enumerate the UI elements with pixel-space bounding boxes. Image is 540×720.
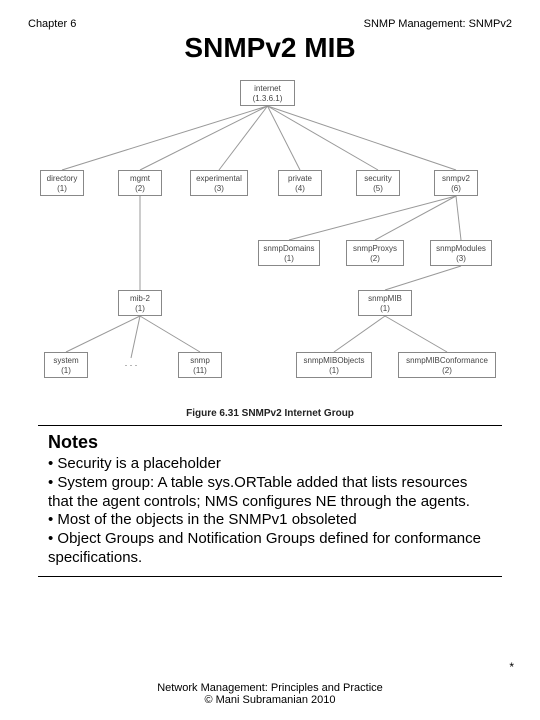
divider-bottom [38, 576, 502, 577]
note-item: • Most of the objects in the SNMPv1 obso… [48, 511, 492, 530]
notes-heading: Notes [48, 432, 492, 453]
tree-diagram: internet(1.3.6.1) directory(1) mgmt(2) expe… [38, 72, 502, 402]
footer-line2: © Mani Subramanian 2010 [0, 694, 540, 706]
notes-block: Notes • Security is a placeholder• Syste… [48, 432, 492, 568]
figure-caption: Figure 6.31 SNMPv2 Internet Group [28, 408, 512, 419]
node-snmpModules: snmpModules(3) [430, 240, 492, 266]
node-mgmt: mgmt(2) [118, 170, 162, 196]
header-right: SNMP Management: SNMPv2 [364, 18, 512, 30]
note-item: • System group: A table sys.ORTable adde… [48, 474, 492, 512]
node-snmpMIBConf: snmpMIBConformance(2) [398, 352, 496, 378]
node-directory: directory(1) [40, 170, 84, 196]
node-snmpProxys: snmpProxys(2) [346, 240, 404, 266]
chapter-label: Chapter 6 [28, 18, 76, 30]
node-security: security(5) [356, 170, 400, 196]
asterisk: * [509, 660, 514, 674]
node-snmpMIBObj: snmpMIBObjects(1) [296, 352, 372, 378]
notes-list: • Security is a placeholder• System grou… [48, 455, 492, 568]
divider-top [38, 425, 502, 426]
node-system: system(1) [44, 352, 88, 378]
footer-line1: Network Management: Principles and Pract… [0, 682, 540, 694]
node-experimental: experimental(3) [190, 170, 248, 196]
page-title: SNMPv2 MIB [28, 32, 512, 64]
footer: Network Management: Principles and Pract… [0, 682, 540, 706]
note-item: • Object Groups and Notification Groups … [48, 530, 492, 568]
node-snmpMIB: snmpMIB(1) [358, 290, 412, 316]
node-snmpv2: snmpv2(6) [434, 170, 478, 196]
node-private: private(4) [278, 170, 322, 196]
node-snmp: snmp(11) [178, 352, 222, 378]
note-item: • Security is a placeholder [48, 455, 492, 474]
node-mib2: mib-2(1) [118, 290, 162, 316]
node-snmpDomains: snmpDomains(1) [258, 240, 320, 266]
node-internet: internet(1.3.6.1) [240, 80, 295, 106]
node-dots: . . . [116, 358, 146, 372]
